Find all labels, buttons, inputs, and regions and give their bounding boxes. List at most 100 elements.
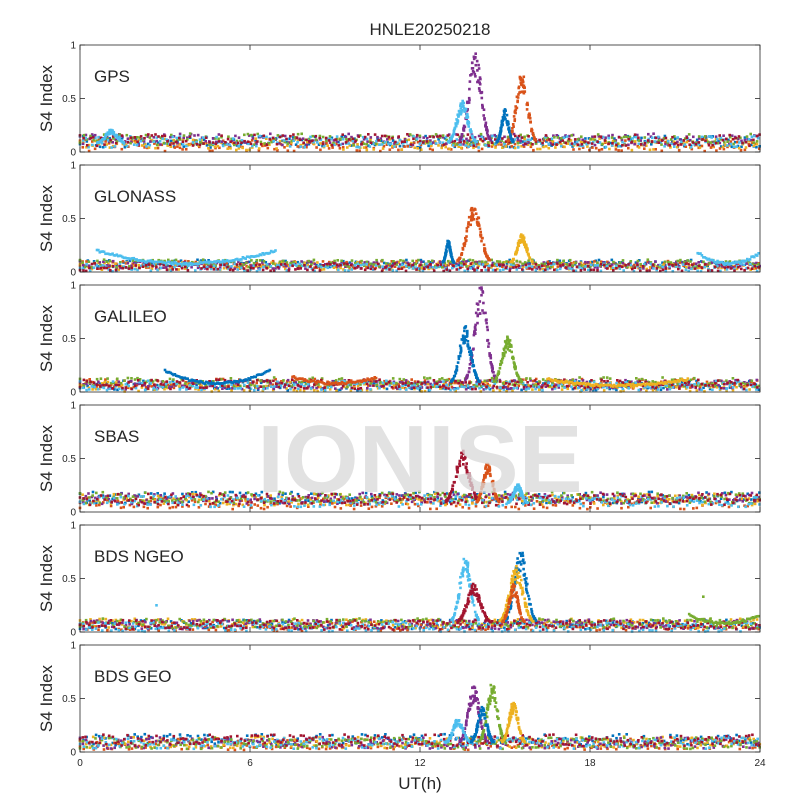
data-point bbox=[461, 102, 464, 105]
data-point bbox=[394, 141, 397, 144]
data-point bbox=[467, 145, 470, 148]
data-point bbox=[674, 263, 677, 266]
data-point bbox=[365, 143, 368, 146]
data-point bbox=[458, 257, 461, 260]
data-point bbox=[520, 139, 523, 142]
data-point bbox=[128, 267, 131, 270]
data-point bbox=[559, 141, 562, 144]
data-point bbox=[447, 134, 450, 137]
data-point bbox=[443, 258, 446, 261]
data-point bbox=[527, 135, 530, 138]
data-point bbox=[531, 388, 534, 391]
data-point bbox=[345, 136, 348, 139]
data-point bbox=[469, 267, 472, 270]
data-point bbox=[501, 137, 504, 140]
data-point bbox=[405, 265, 408, 268]
data-point bbox=[185, 140, 188, 143]
data-point bbox=[189, 384, 192, 387]
data-point bbox=[452, 264, 455, 267]
data-point bbox=[661, 139, 664, 142]
data-point bbox=[115, 381, 118, 384]
data-point bbox=[192, 141, 195, 144]
data-point bbox=[232, 137, 235, 140]
data-point bbox=[571, 142, 574, 145]
data-point bbox=[345, 138, 348, 141]
data-point bbox=[319, 142, 322, 145]
data-point bbox=[603, 264, 606, 267]
data-point bbox=[342, 138, 345, 141]
data-point bbox=[514, 105, 517, 108]
data-point bbox=[753, 141, 756, 144]
data-point bbox=[389, 148, 392, 151]
data-point bbox=[573, 143, 576, 146]
data-point bbox=[562, 260, 565, 263]
data-point bbox=[466, 227, 469, 230]
data-point bbox=[751, 267, 754, 270]
data-point bbox=[634, 136, 637, 139]
data-point bbox=[178, 137, 181, 140]
data-point bbox=[478, 87, 481, 90]
data-point bbox=[691, 263, 694, 266]
data-point bbox=[477, 64, 480, 67]
data-point bbox=[631, 141, 634, 144]
data-point bbox=[234, 387, 237, 390]
data-point bbox=[594, 264, 597, 267]
data-point bbox=[151, 265, 154, 268]
data-point bbox=[753, 265, 756, 268]
data-point bbox=[406, 145, 409, 148]
data-point bbox=[346, 386, 349, 389]
data-point bbox=[466, 230, 469, 233]
data-point bbox=[444, 146, 447, 149]
data-point bbox=[230, 377, 233, 380]
data-point bbox=[445, 250, 448, 253]
data-point bbox=[295, 264, 298, 267]
data-point bbox=[356, 143, 359, 146]
data-point bbox=[272, 140, 275, 143]
data-point bbox=[381, 143, 384, 146]
data-point bbox=[756, 379, 759, 382]
data-point bbox=[415, 268, 418, 271]
data-point bbox=[134, 378, 137, 381]
data-point bbox=[621, 266, 624, 269]
data-point bbox=[596, 140, 599, 143]
data-point bbox=[550, 262, 553, 265]
data-point bbox=[93, 267, 96, 270]
data-point bbox=[339, 267, 342, 270]
data-point bbox=[187, 269, 190, 272]
data-point bbox=[435, 142, 438, 145]
data-point bbox=[627, 147, 630, 150]
data-point bbox=[735, 137, 738, 140]
data-point bbox=[516, 260, 519, 263]
data-point bbox=[499, 269, 502, 272]
data-point bbox=[456, 268, 459, 271]
data-point bbox=[336, 259, 339, 262]
data-point bbox=[725, 138, 728, 141]
data-point bbox=[479, 92, 482, 95]
data-point bbox=[302, 142, 305, 145]
data-point bbox=[240, 141, 243, 144]
data-point bbox=[255, 264, 258, 267]
data-point bbox=[454, 127, 457, 130]
data-point bbox=[547, 143, 550, 146]
data-point bbox=[240, 267, 243, 270]
data-point bbox=[299, 267, 302, 270]
data-point bbox=[469, 80, 472, 83]
data-point bbox=[120, 382, 123, 385]
data-point bbox=[611, 142, 614, 145]
data-point bbox=[364, 269, 367, 272]
data-point bbox=[381, 135, 384, 138]
data-point bbox=[711, 144, 714, 147]
data-point bbox=[391, 265, 394, 268]
data-point bbox=[370, 136, 373, 139]
data-point bbox=[343, 262, 346, 265]
data-point bbox=[693, 377, 696, 380]
data-point bbox=[667, 140, 670, 143]
data-point bbox=[627, 144, 630, 147]
data-point bbox=[417, 259, 420, 262]
data-point bbox=[372, 148, 375, 151]
data-point bbox=[192, 144, 195, 147]
data-point bbox=[118, 139, 121, 142]
data-point bbox=[676, 136, 679, 139]
data-point bbox=[494, 146, 497, 149]
data-point bbox=[322, 264, 325, 267]
